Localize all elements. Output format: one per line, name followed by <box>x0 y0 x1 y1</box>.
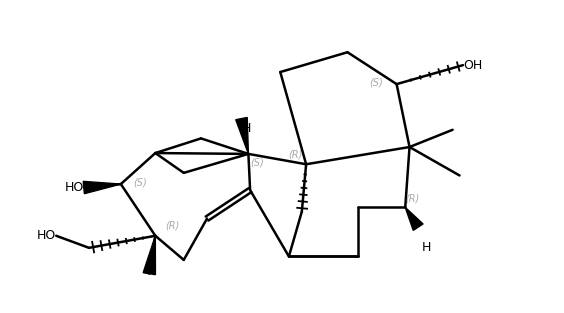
Text: (S): (S) <box>369 77 383 87</box>
Text: (R): (R) <box>405 194 420 204</box>
Text: H: H <box>242 122 252 135</box>
Text: OH: OH <box>463 59 482 72</box>
Text: (S): (S) <box>250 157 264 167</box>
Text: (R): (R) <box>166 220 180 230</box>
Text: H: H <box>422 241 431 254</box>
Text: (R): (R) <box>288 149 303 159</box>
Polygon shape <box>143 236 156 275</box>
Polygon shape <box>236 117 248 154</box>
Text: (S): (S) <box>133 177 147 187</box>
Polygon shape <box>405 207 423 230</box>
Polygon shape <box>83 181 121 194</box>
Text: HO: HO <box>64 181 84 194</box>
Text: HO: HO <box>37 229 56 242</box>
